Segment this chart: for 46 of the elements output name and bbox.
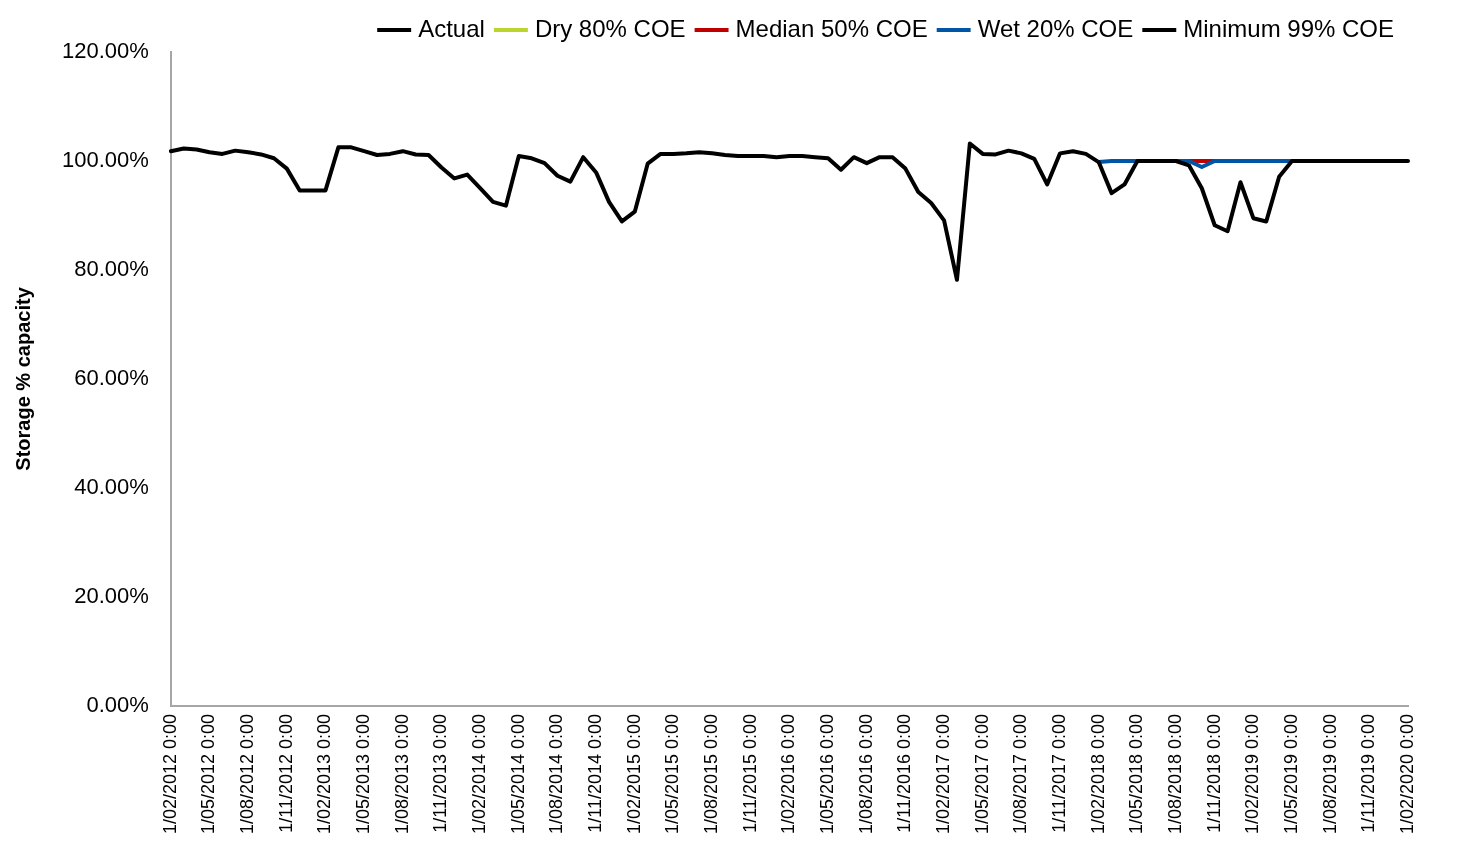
x-tick-label: 1/02/2016 0:00 [778, 713, 799, 835]
x-tick-label: 1/05/2013 0:00 [353, 713, 374, 835]
x-tick-label: 1/11/2012 0:00 [275, 713, 296, 833]
x-tick-label: 1/11/2015 0:00 [739, 713, 760, 833]
x-tick-label: 1/05/2018 0:00 [1126, 713, 1147, 835]
x-tick-label: 1/08/2014 0:00 [546, 713, 567, 835]
legend-label: Actual [418, 14, 485, 42]
x-tick-label: 1/02/2014 0:00 [469, 713, 490, 835]
x-tick-label: 1/08/2017 0:00 [1010, 713, 1031, 835]
x-tick-label: 1/02/2020 0:00 [1396, 713, 1417, 835]
x-tick-label: 1/02/2019 0:00 [1242, 713, 1263, 835]
y-axis-title: Storage % capacity [11, 286, 34, 471]
y-tick-label: 120.00% [61, 38, 149, 64]
x-tick-label: 1/11/2014 0:00 [585, 713, 606, 833]
x-tick-label: 1/05/2014 0:00 [507, 713, 528, 835]
x-tick-label: 1/11/2016 0:00 [894, 713, 915, 833]
legend-label: Minimum 99% COE [1183, 14, 1394, 42]
x-tick-label: 1/08/2015 0:00 [701, 713, 722, 835]
x-tick-label: 1/11/2018 0:00 [1203, 713, 1224, 833]
x-tick-label: 1/02/2015 0:00 [623, 713, 644, 835]
y-tick-label: 40.00% [74, 473, 149, 499]
x-tick-label: 1/05/2012 0:00 [198, 713, 219, 835]
y-tick-label: 60.00% [74, 365, 149, 391]
y-tick-label: 0.00% [86, 691, 149, 717]
x-tick-label: 1/05/2017 0:00 [971, 713, 992, 835]
x-tick-label: 1/02/2013 0:00 [314, 713, 335, 835]
x-tick-label: 1/02/2018 0:00 [1087, 713, 1108, 835]
y-tick-label: 80.00% [74, 256, 149, 282]
x-tick-label: 1/08/2019 0:00 [1319, 713, 1340, 835]
y-tick-label: 100.00% [61, 147, 149, 173]
x-tick-label: 1/11/2013 0:00 [430, 713, 451, 833]
x-tick-label: 1/05/2016 0:00 [817, 713, 838, 835]
legend-label: Median 50% COE [735, 14, 928, 42]
legend-label: Dry 80% COE [534, 14, 686, 42]
x-tick-label: 1/08/2012 0:00 [237, 713, 258, 835]
x-tick-label: 1/08/2018 0:00 [1165, 713, 1185, 835]
x-tick-label: 1/11/2017 0:00 [1049, 713, 1070, 833]
x-tick-label: 1/05/2015 0:00 [662, 713, 683, 835]
x-tick-label: 1/02/2017 0:00 [933, 713, 954, 835]
x-tick-label: 1/08/2016 0:00 [855, 713, 876, 835]
x-tick-label: 1/02/2012 0:00 [159, 713, 180, 835]
legend-label: Wet 20% COE [977, 14, 1134, 42]
x-tick-label: 1/08/2013 0:00 [391, 713, 412, 835]
x-tick-label: 1/11/2019 0:00 [1358, 713, 1379, 833]
x-tick-label: 1/05/2019 0:00 [1280, 713, 1301, 835]
y-tick-label: 20.00% [74, 582, 149, 608]
